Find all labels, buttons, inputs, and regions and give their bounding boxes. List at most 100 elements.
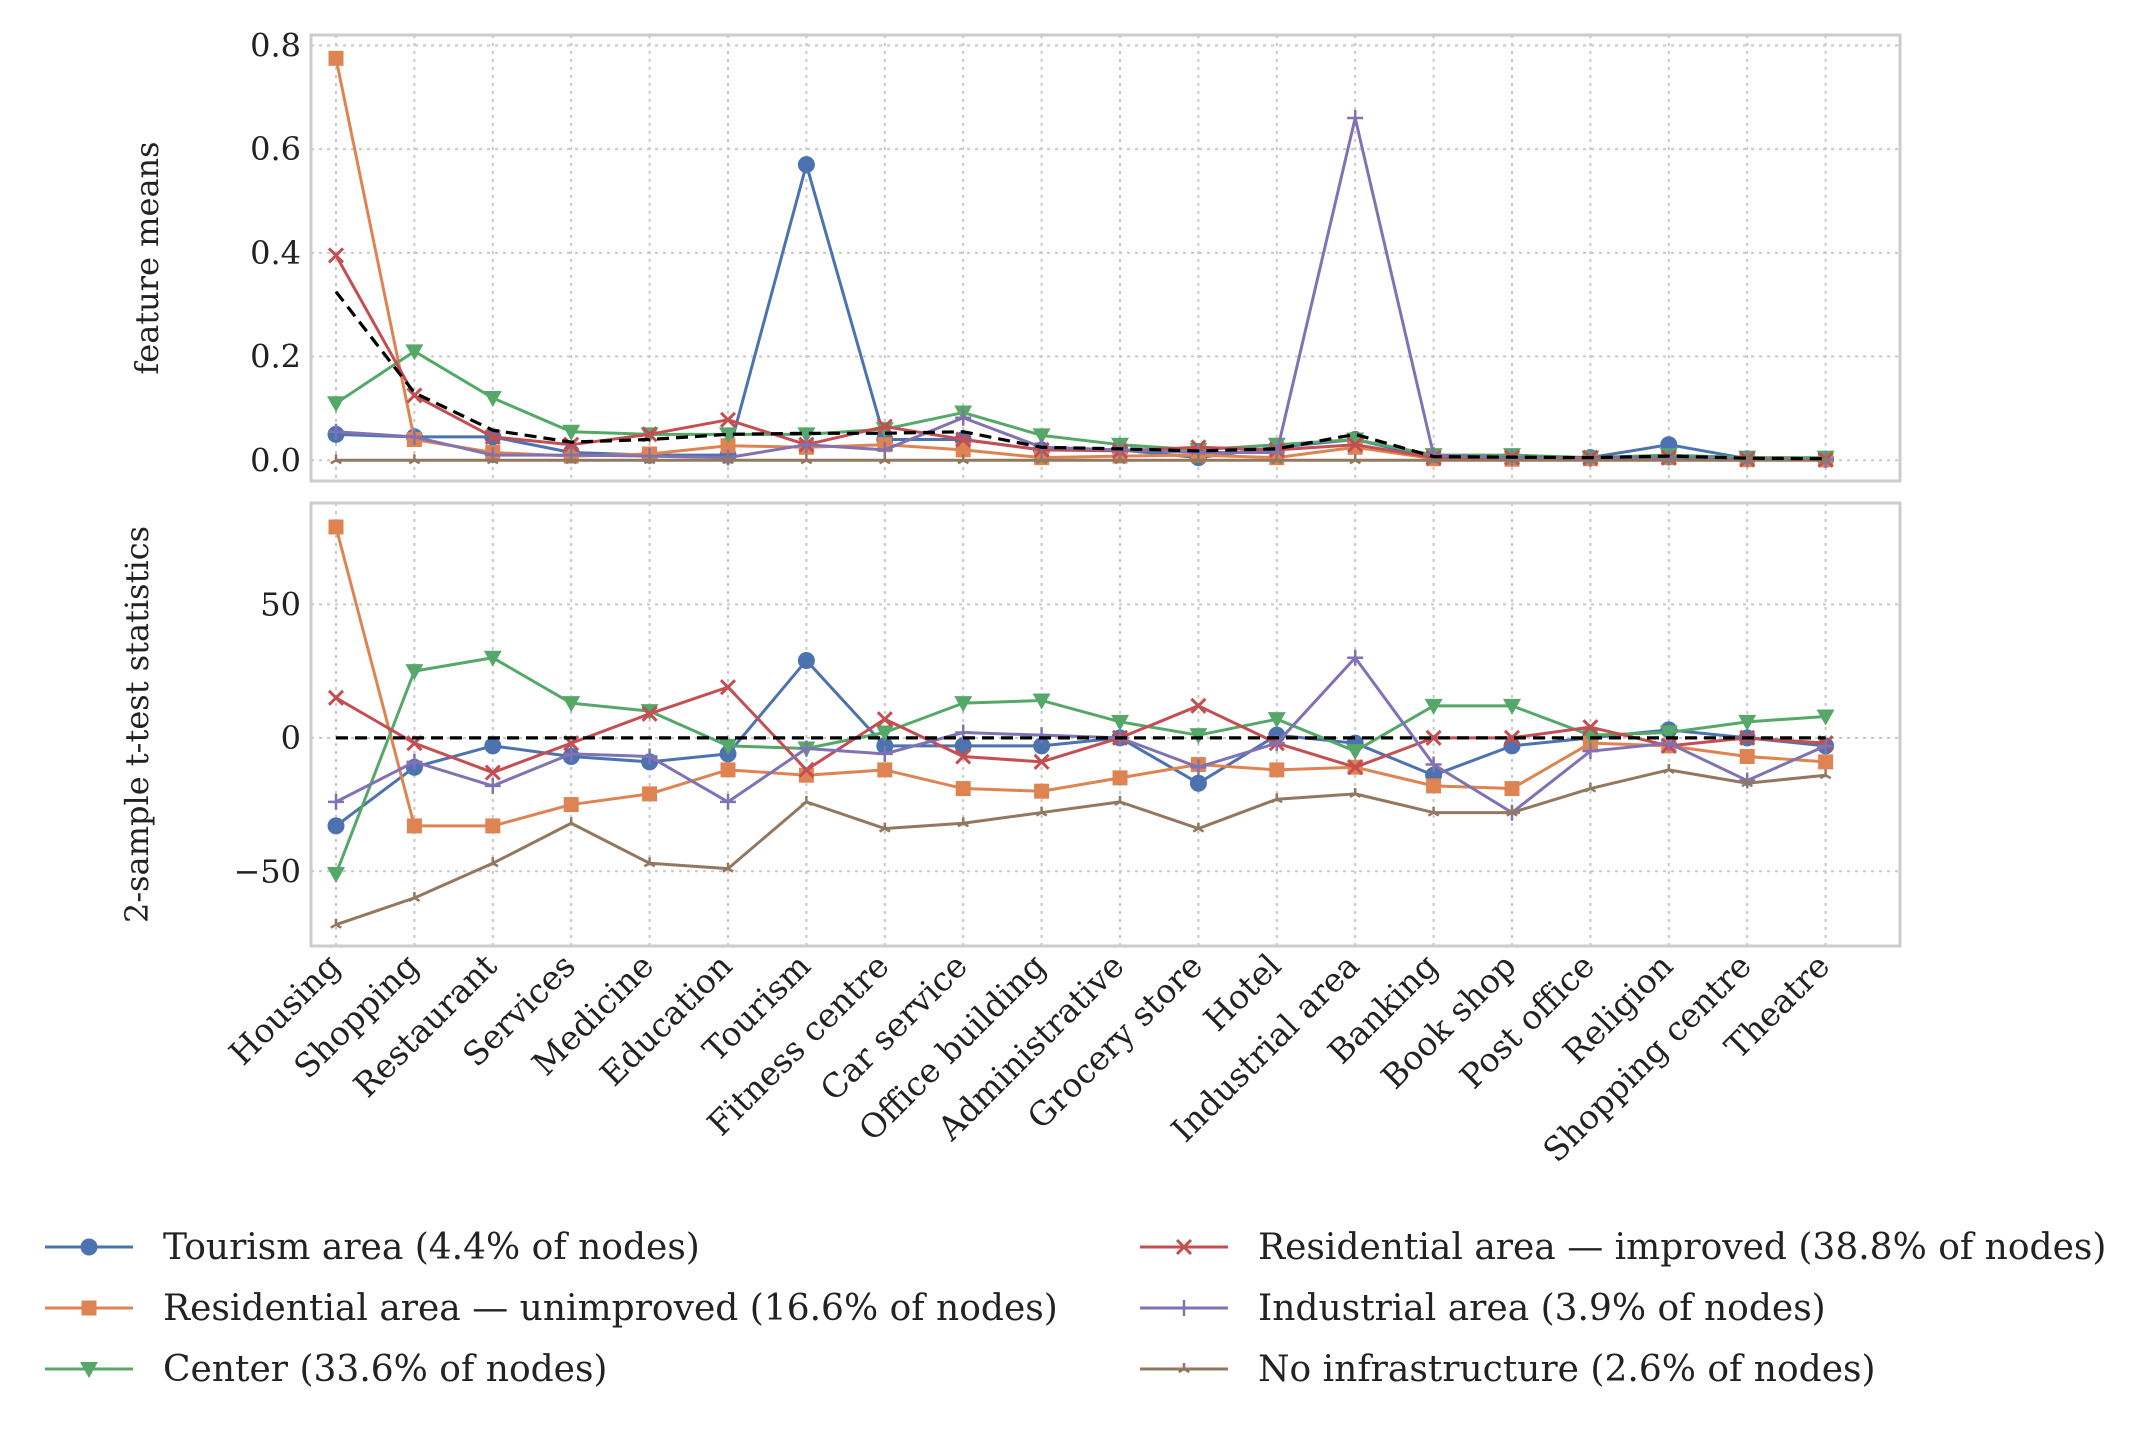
bottom-data-point bbox=[1111, 714, 1129, 731]
bottom-data-point bbox=[954, 696, 973, 713]
top-data-point bbox=[1347, 109, 1364, 126]
top-data-point bbox=[405, 344, 424, 361]
bottom-data-point bbox=[1189, 774, 1207, 792]
bottom-data-point bbox=[1817, 737, 1834, 754]
legend-entry-4: Industrial area (3.9% of nodes) bbox=[1140, 1288, 1826, 1329]
bottom-data-point bbox=[876, 745, 893, 762]
top-data-point bbox=[800, 454, 813, 465]
top-data-point bbox=[486, 454, 499, 465]
bottom-data-point bbox=[1189, 728, 1208, 745]
top-data-point bbox=[1192, 454, 1205, 465]
top-ytick-label: 0.0 bbox=[250, 441, 301, 479]
legend-marker bbox=[1178, 1363, 1190, 1374]
top-data-point bbox=[955, 409, 972, 426]
bottom-data-point bbox=[483, 650, 502, 667]
top-data-point bbox=[797, 427, 816, 444]
top-data-point bbox=[957, 454, 970, 465]
bottom-data-point bbox=[1818, 754, 1834, 770]
bottom-data-point bbox=[1192, 822, 1205, 833]
legend-marker bbox=[80, 1362, 98, 1378]
bottom-data-point bbox=[1269, 762, 1285, 778]
bottom-data-point bbox=[798, 767, 814, 783]
bottom-data-point bbox=[878, 822, 891, 833]
bottom-data-point bbox=[1506, 806, 1518, 817]
bottom-data-point bbox=[327, 866, 345, 883]
legend-label: No infrastructure (2.6% of nodes) bbox=[1258, 1349, 1876, 1390]
bottom-data-point bbox=[957, 817, 970, 828]
bottom-data-point bbox=[1349, 787, 1362, 798]
bottom-data-point bbox=[328, 793, 344, 810]
bottom-data-point bbox=[1503, 698, 1521, 715]
bottom-data-point bbox=[1426, 778, 1442, 794]
bottom-data-point bbox=[798, 740, 815, 757]
top-panel-feature-means: 0.0 0.2 0.4 0.6 0.8 feature means bbox=[128, 26, 1902, 483]
top-data-point bbox=[797, 156, 815, 174]
legend-label: Tourism area (4.4% of nodes) bbox=[163, 1227, 700, 1268]
bottom-data-point bbox=[1425, 756, 1442, 773]
bottom-data-point bbox=[1033, 753, 1050, 770]
bottom-data-point bbox=[1346, 744, 1365, 761]
bottom-ytick-label: −50 bbox=[233, 852, 301, 890]
bottom-data-point bbox=[484, 764, 501, 781]
bottom-data-point bbox=[1741, 777, 1754, 788]
bottom-data-point bbox=[330, 918, 342, 929]
top-data-point bbox=[719, 411, 737, 428]
bottom-data-point bbox=[642, 786, 658, 802]
top-data-point bbox=[327, 396, 345, 413]
bottom-data-point bbox=[1662, 763, 1675, 774]
bottom-series-5 bbox=[330, 763, 1832, 929]
bottom-data-point bbox=[1503, 729, 1521, 746]
top-data-point bbox=[406, 387, 423, 404]
bottom-data-point bbox=[877, 762, 893, 778]
bottom-data-point bbox=[1347, 759, 1364, 776]
legend-label: Residential area — improved (38.8% of no… bbox=[1258, 1227, 2106, 1268]
bottom-ylabel: 2-sample t-test statistics bbox=[118, 526, 156, 923]
top-data-point bbox=[1819, 454, 1832, 465]
bottom-data-point bbox=[1424, 698, 1443, 715]
top-ytick-label: 0.8 bbox=[250, 26, 301, 64]
bottom-data-point bbox=[1190, 759, 1207, 776]
top-data-point bbox=[1114, 454, 1126, 465]
bottom-data-point bbox=[1816, 709, 1835, 726]
legend-entry-0: Tourism area (4.4% of nodes) bbox=[45, 1227, 700, 1268]
bottom-data-point bbox=[643, 857, 656, 868]
top-ytick-label: 0.6 bbox=[250, 130, 301, 168]
top-data-point bbox=[955, 442, 971, 458]
top-ytick-label: 0.4 bbox=[250, 234, 301, 272]
bottom-axes-frame bbox=[309, 501, 1902, 948]
legend-label: Industrial area (3.9% of nodes) bbox=[1258, 1288, 1826, 1329]
bottom-data-point bbox=[720, 793, 736, 810]
top-ylabel: feature means bbox=[128, 141, 166, 374]
top-data-point bbox=[328, 50, 344, 66]
bottom-panel-t-test: −50 0 50 2-sample t-test statistics bbox=[118, 501, 1902, 948]
bottom-data-point bbox=[562, 696, 581, 713]
top-data-point bbox=[876, 418, 893, 435]
top-reference-line bbox=[334, 290, 1826, 461]
bottom-data-point bbox=[1112, 770, 1128, 786]
top-data-point bbox=[1347, 436, 1364, 453]
legend-marker bbox=[80, 1238, 98, 1256]
bottom-data-point bbox=[876, 711, 893, 728]
bottom-data-point bbox=[719, 679, 737, 696]
top-data-point bbox=[719, 427, 737, 444]
bottom-data-point bbox=[484, 777, 501, 794]
top-data-point bbox=[955, 431, 972, 448]
bottom-data-point bbox=[1425, 729, 1442, 746]
bottom-data-point bbox=[1738, 714, 1757, 731]
bottom-data-point bbox=[485, 818, 501, 834]
legend-entry-2: Center (33.6% of nodes) bbox=[45, 1349, 607, 1390]
bottom-data-point bbox=[719, 738, 737, 755]
bottom-data-point bbox=[1504, 781, 1520, 797]
bottom-data-point bbox=[1427, 806, 1440, 817]
top-data-point bbox=[565, 454, 578, 465]
top-data-point bbox=[1032, 428, 1051, 445]
bottom-data-point bbox=[406, 753, 423, 770]
bottom-data-point bbox=[405, 664, 424, 681]
bottom-data-point bbox=[327, 689, 345, 706]
top-data-point bbox=[327, 247, 345, 264]
top-data-point bbox=[483, 391, 502, 408]
top-data-point bbox=[798, 436, 815, 453]
legend-entry-1: Residential area — unimproved (16.6% of … bbox=[45, 1288, 1058, 1329]
bottom-data-point bbox=[1190, 697, 1207, 714]
